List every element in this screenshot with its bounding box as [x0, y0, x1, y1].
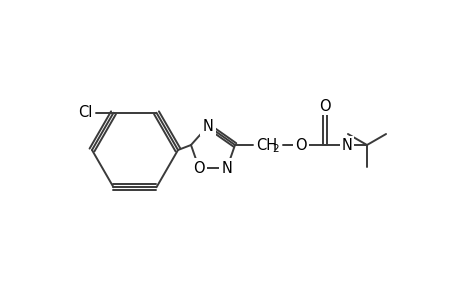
Text: N: N — [221, 160, 232, 175]
Text: O: O — [295, 137, 306, 152]
Text: O: O — [193, 160, 204, 175]
Text: N: N — [202, 118, 213, 134]
Text: CH: CH — [256, 137, 277, 152]
Text: Cl: Cl — [78, 105, 92, 120]
Text: N: N — [341, 137, 352, 152]
Text: 2: 2 — [272, 143, 279, 154]
Text: O: O — [319, 98, 330, 113]
